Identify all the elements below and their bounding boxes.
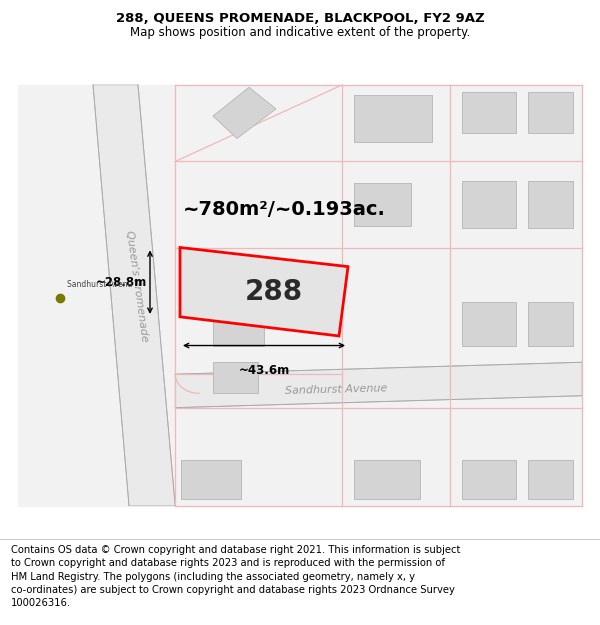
Bar	[18, 85, 582, 506]
Bar	[181, 460, 241, 499]
Text: ~780m²/~0.193ac.: ~780m²/~0.193ac.	[183, 200, 386, 219]
Bar	[462, 302, 516, 346]
Polygon shape	[175, 362, 582, 408]
Bar	[462, 92, 516, 132]
Text: Queen's Promenade: Queen's Promenade	[124, 229, 149, 342]
Text: 288: 288	[245, 278, 303, 306]
Bar	[528, 181, 573, 228]
Text: Map shows position and indicative extent of the property.: Map shows position and indicative extent…	[130, 26, 470, 39]
Text: 288, QUEENS PROMENADE, BLACKPOOL, FY2 9AZ: 288, QUEENS PROMENADE, BLACKPOOL, FY2 9A…	[116, 12, 484, 26]
Bar	[354, 183, 411, 226]
Polygon shape	[180, 248, 348, 336]
Bar	[528, 460, 573, 499]
Text: ~28.8m: ~28.8m	[96, 276, 147, 289]
Bar	[528, 302, 573, 346]
Text: ~43.6m: ~43.6m	[238, 364, 290, 377]
Text: Sandhurst Avenu: Sandhurst Avenu	[67, 280, 133, 289]
Bar	[462, 460, 516, 499]
Bar	[462, 181, 516, 228]
Polygon shape	[213, 88, 276, 139]
Bar	[213, 305, 264, 346]
Bar	[528, 92, 573, 132]
Bar	[354, 460, 420, 499]
Text: Sandhurst Avenue: Sandhurst Avenue	[284, 384, 388, 396]
Text: Contains OS data © Crown copyright and database right 2021. This information is : Contains OS data © Crown copyright and d…	[11, 545, 460, 608]
Polygon shape	[93, 85, 175, 506]
Bar	[213, 362, 258, 393]
Bar	[354, 94, 432, 142]
